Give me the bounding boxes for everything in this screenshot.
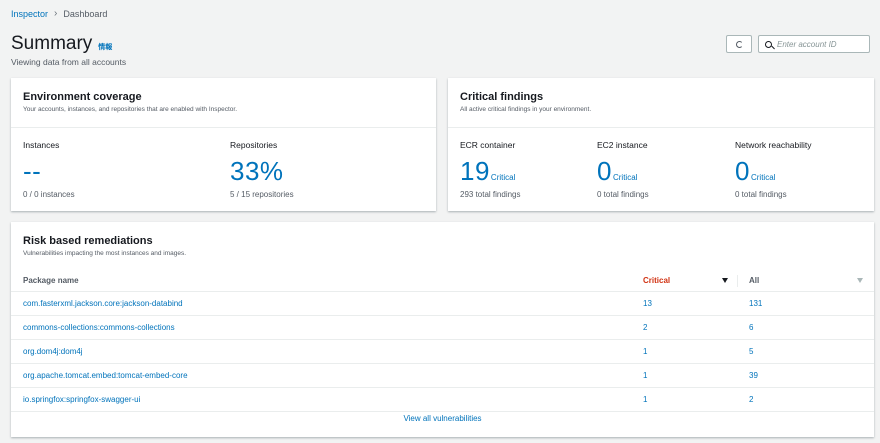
page-header: Summary 情報 [11,33,112,55]
metric-value: 19 [460,156,490,186]
account-id-search-input[interactable] [777,39,869,49]
search-icon [765,40,772,48]
table-row: com.fasterxml.jackson.core:jackson-datab… [11,292,874,316]
metric-value: 0 [597,156,612,186]
metric-value: 33% [230,156,284,186]
refresh-button[interactable] [726,35,752,53]
all-count-link[interactable]: 2 [749,395,754,404]
critical-count-link[interactable]: 1 [643,347,648,356]
ecr-container-metric: ECR container 19Critical 293 total findi… [460,140,521,199]
metric-subtext: 5 / 15 repositories [230,190,294,199]
sort-icon[interactable] [857,278,863,283]
metric-subtext: 0 / 0 instances [23,190,75,199]
card-description: Your accounts, instances, and repositori… [23,106,238,113]
table-header: Package name Critical All [11,270,874,292]
metric-subtext: 0 total findings [597,190,649,199]
breadcrumb-current: Dashboard [63,8,108,19]
table-row: commons-collections:commons-collections … [11,316,874,340]
ec2-instance-metric: EC2 instance 0Critical 0 total findings [597,140,649,199]
metric-label: Instances [23,140,60,150]
card-title: Risk based remediations [23,235,153,247]
package-link[interactable]: commons-collections:commons-collections [23,323,175,332]
metric-label: Network reachability [735,140,812,150]
chevron-right-icon: › [54,8,58,19]
package-link[interactable]: io.springfox:springfox-swagger-ui [23,395,141,404]
card-header: Environment coverage Your accounts, inst… [11,78,436,128]
metric-unit: Critical [612,173,638,182]
critical-count-link[interactable]: 1 [643,371,648,380]
card-title: Environment coverage [23,91,142,103]
card-description: All active critical findings in your env… [460,106,592,113]
breadcrumb: Inspector › Dashboard [11,8,107,19]
column-divider [737,275,738,287]
sort-descending-icon[interactable] [722,278,728,283]
all-count-link[interactable]: 39 [749,371,758,380]
metric-value: 0 [735,156,750,186]
metric-label: Repositories [230,140,278,150]
metric-subtext: 293 total findings [460,190,521,199]
card-header: Critical findings All active critical fi… [448,78,874,128]
package-link[interactable]: com.fasterxml.jackson.core:jackson-datab… [23,299,183,308]
all-count-link[interactable]: 6 [749,323,754,332]
ecr-critical-link[interactable]: 19Critical [460,158,521,184]
refresh-icon [735,40,743,48]
info-link[interactable]: 情報 [98,44,113,51]
critical-column-header[interactable]: Critical [643,276,671,285]
package-name-column-header[interactable]: Package name [23,276,79,285]
metric-subtext: 0 total findings [735,190,787,199]
risk-remediations-card: Risk based remediations Vulnerabilities … [11,222,874,437]
view-all-vulnerabilities-link[interactable]: View all vulnerabilities [403,414,482,423]
table-row: org.apache.tomcat.embed:tomcat-embed-cor… [11,364,874,388]
page-subtitle: Viewing data from all accounts [11,57,127,67]
critical-count-link[interactable]: 2 [643,323,648,332]
critical-count-link[interactable]: 1 [643,395,648,404]
package-link[interactable]: org.dom4j:dom4j [23,347,83,356]
page-title: Summary [11,33,93,54]
critical-count-link[interactable]: 13 [643,299,652,308]
metric-unit: Critical [750,173,776,182]
all-count-link[interactable]: 5 [749,347,754,356]
repositories-metric: Repositories 33% 5 / 15 repositories [230,140,294,199]
table-row: io.springfox:springfox-swagger-ui 1 2 [11,388,874,412]
card-header: Risk based remediations Vulnerabilities … [11,222,874,272]
card-title: Critical findings [460,91,544,103]
package-link[interactable]: org.apache.tomcat.embed:tomcat-embed-cor… [23,371,188,380]
network-reachability-metric: Network reachability 0Critical 0 total f… [735,140,812,199]
instances-metric: Instances -- 0 / 0 instances [23,140,75,199]
ec2-critical-link[interactable]: 0Critical [597,158,649,184]
network-critical-link[interactable]: 0Critical [735,158,812,184]
environment-coverage-card: Environment coverage Your accounts, inst… [11,78,436,211]
account-search [758,35,870,53]
card-description: Vulnerabilities impacting the most insta… [23,250,187,257]
metric-label: ECR container [460,140,516,150]
all-count-link[interactable]: 131 [749,299,763,308]
metric-unit: Critical [490,173,516,182]
all-column-header[interactable]: All [749,276,760,285]
breadcrumb-inspector-link[interactable]: Inspector [11,8,49,19]
critical-findings-card: Critical findings All active critical fi… [448,78,874,211]
metric-label: EC2 instance [597,140,648,150]
metric-value: -- [23,156,42,186]
table-row: org.dom4j:dom4j 1 5 [11,340,874,364]
